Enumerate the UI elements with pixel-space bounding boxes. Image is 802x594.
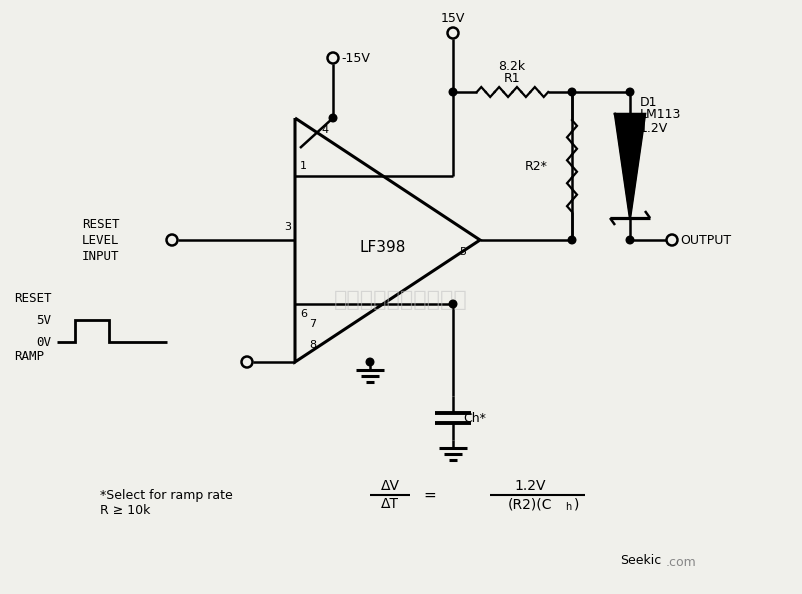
Text: OUTPUT: OUTPUT (680, 233, 731, 247)
Text: =: = (423, 488, 436, 503)
Text: Seekic: Seekic (620, 554, 662, 567)
Text: 1.2V: 1.2V (640, 122, 668, 134)
Text: Ch*: Ch* (463, 412, 486, 425)
Text: LM113: LM113 (640, 109, 682, 122)
Circle shape (626, 236, 634, 244)
Circle shape (241, 356, 253, 368)
Circle shape (568, 236, 576, 244)
Polygon shape (615, 114, 645, 218)
Text: INPUT: INPUT (82, 249, 119, 263)
Text: RAMP: RAMP (14, 349, 44, 362)
Text: 0V: 0V (36, 336, 51, 349)
Text: (R2)(C: (R2)(C (508, 497, 553, 511)
Text: ΔV: ΔV (380, 479, 399, 493)
Text: RESET: RESET (14, 292, 51, 305)
Text: 4: 4 (321, 125, 328, 135)
Text: h: h (565, 502, 571, 512)
Text: *Select for ramp rate: *Select for ramp rate (100, 488, 233, 501)
Text: 6: 6 (300, 309, 307, 319)
Text: 8: 8 (309, 340, 316, 350)
Circle shape (167, 235, 177, 245)
Text: 杭州矩睿科技有限公司: 杭州矩睿科技有限公司 (334, 290, 468, 310)
Text: 7: 7 (309, 319, 316, 329)
Text: D1: D1 (640, 96, 658, 109)
Circle shape (329, 114, 337, 122)
Text: 1: 1 (300, 161, 307, 171)
Text: 5: 5 (459, 247, 466, 257)
Circle shape (449, 88, 457, 96)
Text: LEVEL: LEVEL (82, 233, 119, 247)
Text: R ≥ 10k: R ≥ 10k (100, 504, 151, 517)
Text: 15V: 15V (441, 12, 465, 25)
Circle shape (626, 88, 634, 96)
Text: RESET: RESET (82, 217, 119, 230)
Circle shape (449, 300, 457, 308)
Circle shape (666, 235, 678, 245)
Circle shape (367, 358, 374, 366)
Text: ΔT: ΔT (381, 497, 399, 511)
Text: 5V: 5V (36, 314, 51, 327)
Circle shape (568, 88, 576, 96)
Text: LF398: LF398 (360, 239, 406, 254)
Text: 3: 3 (284, 222, 291, 232)
Text: R1: R1 (504, 71, 520, 84)
Text: .com: .com (666, 557, 697, 570)
Text: 1.2V: 1.2V (514, 479, 545, 493)
Circle shape (327, 52, 338, 64)
Text: R2*: R2* (525, 160, 548, 172)
Text: -15V: -15V (341, 52, 370, 65)
Text: ): ) (574, 497, 580, 511)
Circle shape (448, 27, 459, 39)
Text: 8.2k: 8.2k (498, 61, 525, 74)
